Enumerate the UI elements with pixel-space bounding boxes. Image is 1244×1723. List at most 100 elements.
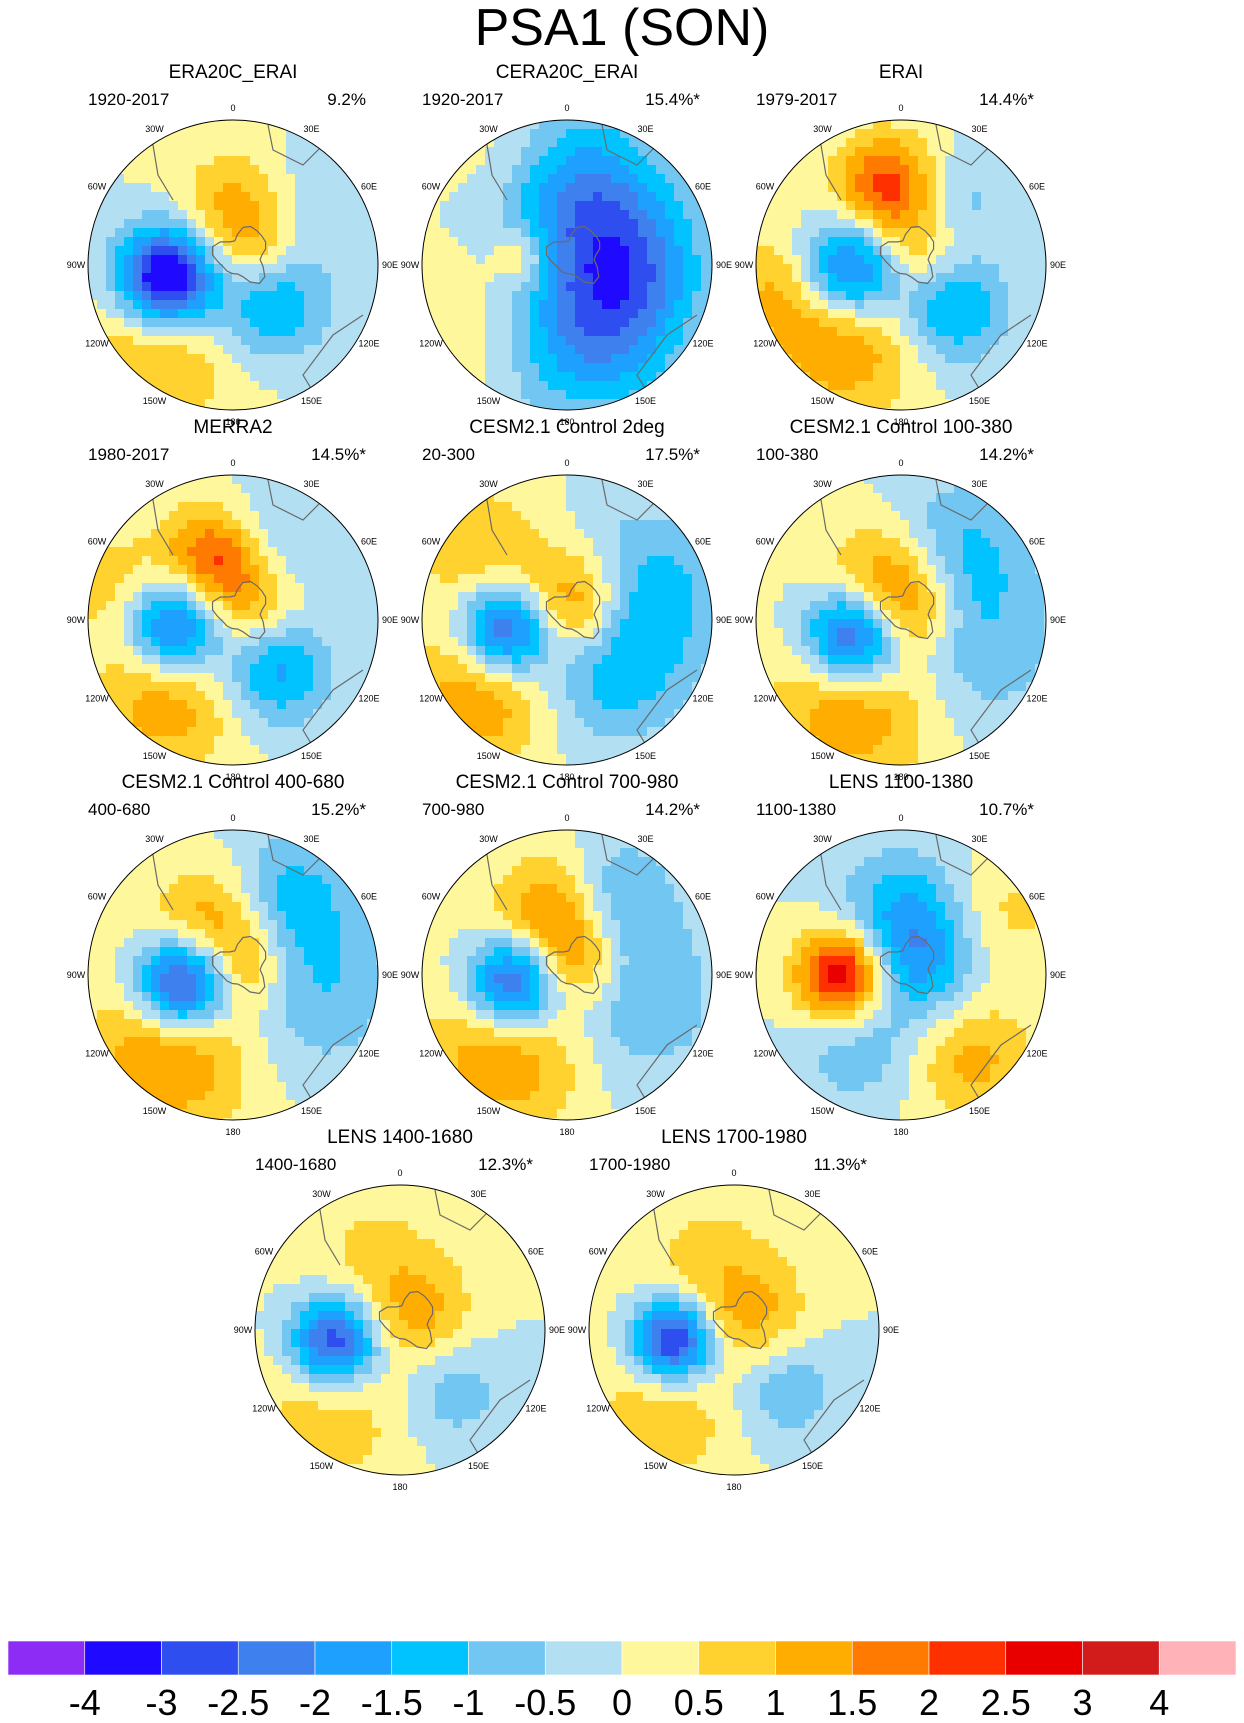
field-cell [494, 727, 504, 737]
field-cell [286, 363, 296, 373]
field-cell [142, 682, 152, 692]
field-cell [683, 300, 693, 310]
field-cell [286, 754, 296, 764]
field-cell [539, 174, 549, 184]
field-cell [205, 493, 215, 503]
field-cell [205, 592, 215, 602]
field-cell [855, 565, 865, 575]
field-cell [358, 237, 368, 247]
field-cell [521, 745, 531, 755]
field-cell [756, 601, 766, 611]
field-cell [151, 255, 161, 265]
field-cell [277, 309, 287, 319]
field-cell [241, 336, 251, 346]
field-cell [286, 592, 296, 602]
field-cell [557, 165, 567, 175]
field-cell [819, 520, 829, 530]
field-cell [981, 255, 991, 265]
field-cell [494, 183, 504, 193]
field-cell [810, 610, 820, 620]
field-cell [575, 565, 585, 575]
field-cell [115, 583, 125, 593]
field-cell [449, 691, 459, 701]
field-cell [196, 255, 206, 265]
longitude-label: 60E [361, 182, 377, 192]
field-cell [250, 309, 260, 319]
field-cell [548, 345, 558, 355]
field-cell [927, 156, 937, 166]
field-cell [575, 354, 585, 364]
field-cell [142, 147, 152, 157]
field-cell [539, 556, 549, 566]
field-cell [656, 309, 666, 319]
field-cell [774, 601, 784, 611]
field-cell [313, 664, 323, 674]
field-cell [178, 363, 188, 373]
field-cell [683, 556, 693, 566]
field-cell [566, 273, 576, 283]
field-cell [548, 691, 558, 701]
field-cell [133, 700, 143, 710]
field-cell [268, 129, 278, 139]
field-cell [169, 309, 179, 319]
field-cell [1008, 556, 1018, 566]
field-cell [629, 282, 639, 292]
field-cell [178, 201, 188, 211]
field-cell [584, 610, 594, 620]
field-cell [476, 165, 486, 175]
field-cell [990, 547, 1000, 557]
field-cell [638, 165, 648, 175]
field-cell [476, 210, 486, 220]
field-cell [900, 309, 910, 319]
field-cell [774, 610, 784, 620]
field-cell [873, 210, 883, 220]
field-cell [990, 192, 1000, 202]
field-cell [611, 336, 621, 346]
field-cell [548, 538, 558, 548]
field-cell [909, 583, 919, 593]
field-cell [349, 637, 359, 647]
field-cell [557, 700, 567, 710]
field-cell [557, 691, 567, 701]
field-cell [954, 628, 964, 638]
field-cell [214, 619, 224, 629]
field-cell [801, 520, 811, 530]
field-cell [972, 493, 982, 503]
field-cell [566, 264, 576, 274]
field-cell [683, 219, 693, 229]
field-cell [539, 120, 549, 130]
field-cell [774, 273, 784, 283]
field-cell [313, 147, 323, 157]
field-cell [259, 138, 269, 148]
field-cell [981, 574, 991, 584]
field-cell [133, 718, 143, 728]
field-cell [900, 210, 910, 220]
field-cell [566, 556, 576, 566]
field-cell [97, 282, 107, 292]
field-cell [593, 718, 603, 728]
field-cell [999, 237, 1009, 247]
field-cell [232, 547, 242, 557]
field-cell [620, 255, 630, 265]
field-cell [584, 745, 594, 755]
field-cell [873, 619, 883, 629]
field-cell [250, 637, 260, 647]
field-cell [602, 201, 612, 211]
field-cell [169, 547, 179, 557]
field-cell [602, 709, 612, 719]
field-cell [214, 228, 224, 238]
field-cell [259, 727, 269, 737]
field-cell [900, 372, 910, 382]
field-cell [331, 156, 341, 166]
field-cell [900, 273, 910, 283]
field-cell [792, 318, 802, 328]
field-cell [259, 493, 269, 503]
field-cell [783, 628, 793, 638]
field-cell [710, 264, 712, 274]
field-cell [467, 363, 477, 373]
field-cell [313, 174, 323, 184]
field-cell [250, 538, 260, 548]
field-cell [268, 709, 278, 719]
field-cell [846, 327, 856, 337]
field-cell [548, 264, 558, 274]
